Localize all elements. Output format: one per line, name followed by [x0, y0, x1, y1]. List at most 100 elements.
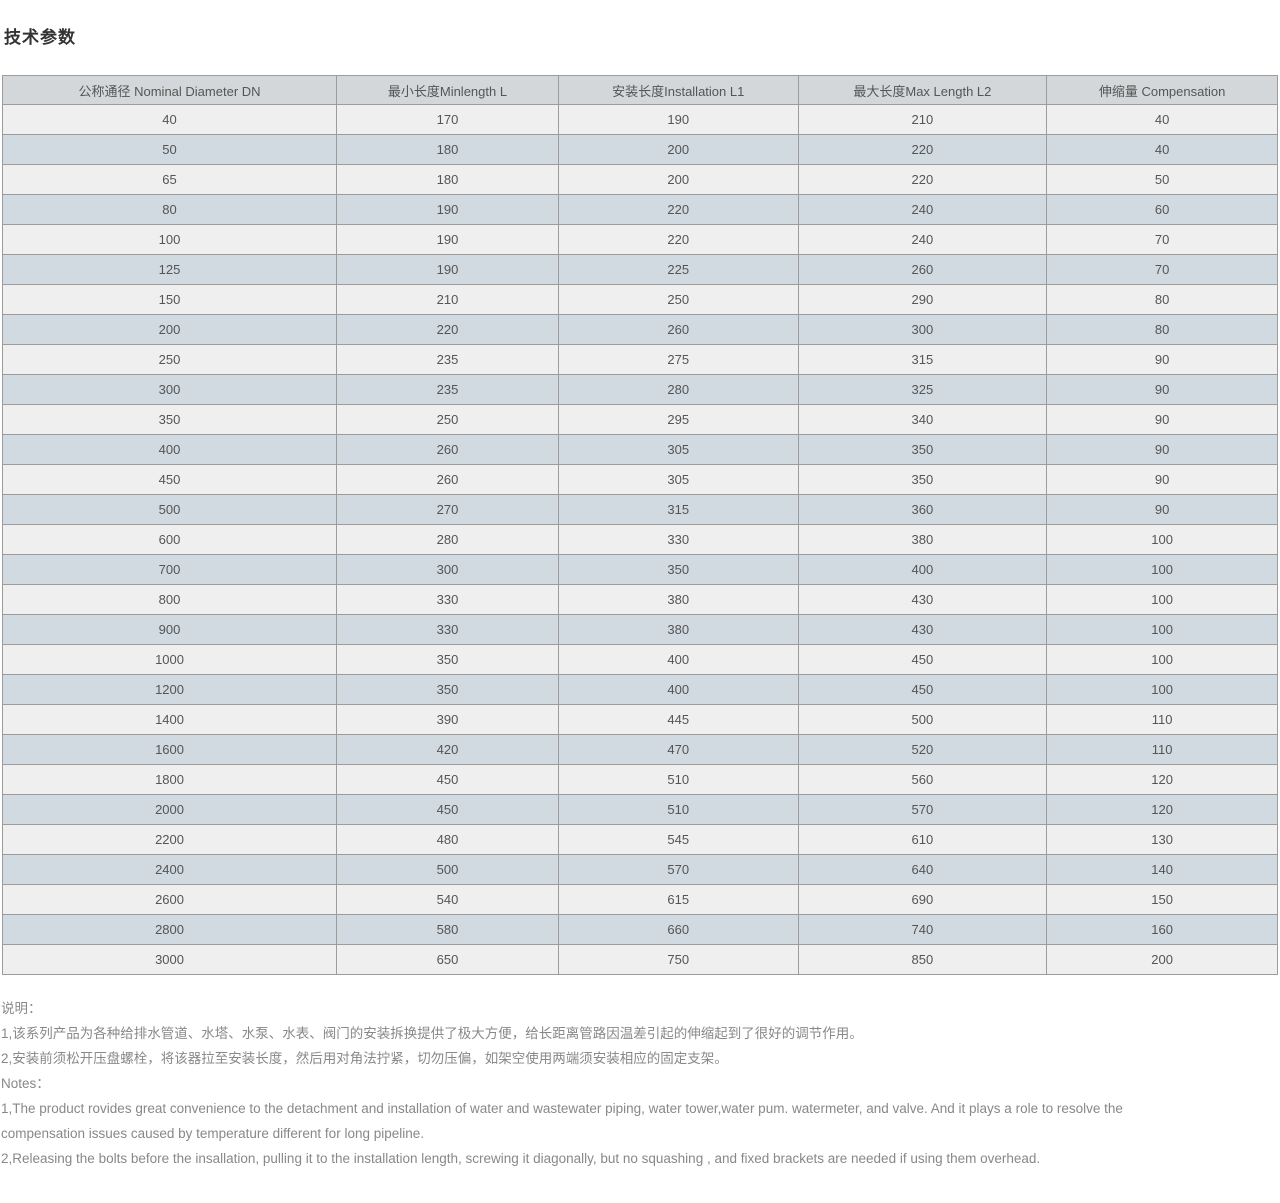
cell-min_length: 480: [336, 824, 559, 855]
cell-min_length: 450: [336, 794, 559, 825]
cell-min_length: 235: [336, 374, 559, 405]
cell-dn: 1000: [1, 644, 338, 675]
cell-min_length: 190: [336, 254, 559, 285]
table-row: 50 180 200 220 40: [1, 134, 1278, 165]
cell-compensation: 150: [1046, 884, 1278, 915]
cell-min_length: 270: [336, 494, 559, 525]
cell-max_length: 340: [797, 404, 1048, 435]
table-row: 300 235 280 325 90: [1, 374, 1278, 405]
cell-min_length: 190: [336, 194, 559, 225]
cell-dn: 300: [1, 374, 338, 405]
note-line: 1,The product rovides great convenience …: [1, 1101, 1123, 1116]
table-row: 2600 540 615 690 150: [1, 884, 1278, 915]
table-row: 250 235 275 315 90: [1, 344, 1278, 375]
table-row: 125 190 225 260 70: [1, 254, 1278, 285]
cell-installation: 510: [557, 794, 799, 825]
cell-max_length: 450: [797, 644, 1048, 675]
column-header-min_length: 最小长度Minlength L: [336, 75, 559, 105]
cell-min_length: 180: [336, 134, 559, 165]
table-body: 40 170 190 210 40 50 180 200 220 40 65 180 200 220 50 8…: [1, 104, 1278, 975]
cell-max_length: 560: [797, 764, 1048, 795]
cell-installation: 615: [557, 884, 799, 915]
cell-compensation: 130: [1046, 824, 1278, 855]
note-line: Notes：: [1, 1076, 50, 1091]
table-row: 400 260 305 350 90: [1, 434, 1278, 465]
cell-dn: 400: [1, 434, 338, 465]
cell-compensation: 100: [1046, 554, 1278, 585]
note-line: 说明：: [1, 1001, 42, 1016]
column-header-max_length: 最大长度Max Length L2: [797, 75, 1048, 105]
cell-max_length: 500: [797, 704, 1048, 735]
table-row: 3000 650 750 850 200: [1, 944, 1278, 975]
cell-min_length: 190: [336, 224, 559, 255]
cell-min_length: 650: [336, 944, 559, 975]
cell-dn: 65: [1, 164, 338, 195]
cell-min_length: 250: [336, 404, 559, 435]
cell-min_length: 450: [336, 764, 559, 795]
note-line: compensation issues caused by temperatur…: [1, 1126, 425, 1141]
cell-compensation: 90: [1046, 464, 1278, 495]
cell-max_length: 360: [797, 494, 1048, 525]
cell-compensation: 90: [1046, 374, 1278, 405]
note-line: 2,Releasing the bolts before the insalla…: [1, 1151, 1041, 1166]
cell-compensation: 40: [1046, 134, 1278, 165]
cell-dn: 600: [1, 524, 338, 555]
cell-installation: 260: [557, 314, 799, 345]
cell-min_length: 350: [336, 674, 559, 705]
cell-max_length: 350: [797, 434, 1048, 465]
cell-max_length: 850: [797, 944, 1048, 975]
cell-min_length: 260: [336, 434, 559, 465]
cell-installation: 330: [557, 524, 799, 555]
cell-max_length: 380: [797, 524, 1048, 555]
cell-min_length: 500: [336, 854, 559, 885]
cell-min_length: 540: [336, 884, 559, 915]
column-header-dn: 公称通径 Nominal Diameter DN: [1, 75, 338, 105]
table-row: 100 190 220 240 70: [1, 224, 1278, 255]
cell-installation: 190: [557, 104, 799, 135]
cell-dn: 1400: [1, 704, 338, 735]
cell-max_length: 570: [797, 794, 1048, 825]
cell-dn: 2800: [1, 914, 338, 945]
table-row: 600 280 330 380 100: [1, 524, 1278, 555]
table-row: 2400 500 570 640 140: [1, 854, 1278, 885]
cell-dn: 2600: [1, 884, 338, 915]
cell-dn: 450: [1, 464, 338, 495]
cell-compensation: 100: [1046, 674, 1278, 705]
cell-compensation: 90: [1046, 344, 1278, 375]
cell-compensation: 90: [1046, 404, 1278, 435]
cell-max_length: 430: [797, 614, 1048, 645]
table-row: 200 220 260 300 80: [1, 314, 1278, 345]
cell-compensation: 110: [1046, 704, 1278, 735]
cell-installation: 200: [557, 134, 799, 165]
cell-dn: 2400: [1, 854, 338, 885]
cell-compensation: 90: [1046, 494, 1278, 525]
column-header-compensation: 伸缩量 Compensation: [1046, 75, 1278, 105]
cell-min_length: 210: [336, 284, 559, 315]
cell-min_length: 260: [336, 464, 559, 495]
table-row: 40 170 190 210 40: [1, 104, 1278, 135]
cell-dn: 50: [1, 134, 338, 165]
cell-dn: 200: [1, 314, 338, 345]
cell-dn: 3000: [1, 944, 338, 975]
cell-max_length: 740: [797, 914, 1048, 945]
cell-max_length: 210: [797, 104, 1048, 135]
cell-compensation: 120: [1046, 794, 1278, 825]
cell-min_length: 180: [336, 164, 559, 195]
cell-max_length: 690: [797, 884, 1048, 915]
cell-installation: 295: [557, 404, 799, 435]
cell-dn: 350: [1, 404, 338, 435]
notes-section: 说明： 1,该系列产品为各种给排水管道、水塔、水泵、水表、阀门的安装拆换提供了极大…: [1, 996, 1280, 1171]
cell-compensation: 70: [1046, 224, 1278, 255]
cell-max_length: 610: [797, 824, 1048, 855]
cell-compensation: 110: [1046, 734, 1278, 765]
table-row: 900 330 380 430 100: [1, 614, 1278, 645]
cell-compensation: 140: [1046, 854, 1278, 885]
cell-min_length: 220: [336, 314, 559, 345]
cell-compensation: 100: [1046, 584, 1278, 615]
cell-installation: 220: [557, 224, 799, 255]
table-row: 2200 480 545 610 130: [1, 824, 1278, 855]
table-row: 2000 450 510 570 120: [1, 794, 1278, 825]
table-row: 150 210 250 290 80: [1, 284, 1278, 315]
cell-compensation: 120: [1046, 764, 1278, 795]
